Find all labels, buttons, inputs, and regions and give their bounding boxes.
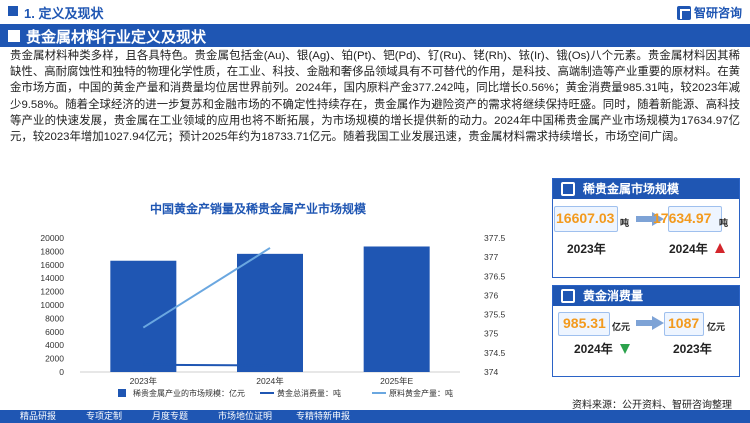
- market-year-2024: 2024年: [669, 242, 708, 256]
- page-title: 贵金属材料行业定义及现状: [26, 29, 207, 46]
- title-bar: 贵金属材料行业定义及现状: [0, 24, 750, 47]
- market-year-2023: 2023年: [567, 242, 606, 256]
- y-left-tick-label: 0: [59, 367, 64, 377]
- legend-label: 原料黄金产量：吨: [389, 388, 453, 398]
- y-left-tick-label: 14000: [40, 273, 64, 283]
- x-tick-label: 2024年: [256, 376, 284, 386]
- bar: [110, 260, 177, 372]
- chart: 0 2000 4000 6000 8000 10000 12000 14000 16000 180…: [40, 233, 506, 398]
- footer-item[interactable]: 专精特新申报: [296, 411, 351, 421]
- market-unit-2024: 吨: [719, 218, 729, 228]
- footer-item[interactable]: 专项定制: [86, 411, 123, 421]
- y-left-tick-labels: 0 2000 4000 6000 8000 10000 12000 14000 16000 180…: [40, 233, 64, 377]
- y-left-tick-label: 10000: [40, 300, 64, 310]
- y-right-tick-label: 374.5: [484, 348, 506, 358]
- consumption-year-2023: 2023年: [673, 342, 712, 356]
- y-right-tick-label: 377.5: [484, 233, 506, 243]
- consumption-unit-2023: 亿元: [707, 322, 726, 332]
- arrow-right-icon: [636, 212, 664, 226]
- chart-title: 中国黄金产销量及稀贵金属产业市场规模: [150, 202, 367, 216]
- market-value-2023: 16607.03: [556, 210, 615, 226]
- market-size-panel-title: 稀贵金属市场规模: [583, 182, 680, 196]
- consumption-year-2024: 2024年: [574, 342, 613, 356]
- footer-item[interactable]: 市场地位证明: [218, 411, 273, 421]
- market-size-panel-header: 稀贵金属市场规模: [553, 179, 739, 199]
- legend-swatch: [118, 389, 126, 397]
- gold-consumption-panel-header: 黄金消费量: [553, 286, 739, 306]
- y-right-tick-label: 375: [484, 329, 498, 339]
- arrow-right-icon: [636, 316, 664, 330]
- legend-label: 稀贵金属产业的市场规模：亿元: [133, 388, 245, 398]
- x-tick-label: 2023年: [130, 376, 158, 386]
- y-left-tick-label: 18000: [40, 246, 64, 256]
- source-note: 资料来源：公开资料、智研咨询整理: [572, 400, 732, 411]
- consumption-unit-2024: 亿元: [612, 322, 631, 332]
- y-right-tick-label: 374: [484, 367, 498, 377]
- y-left-tick-label: 8000: [45, 313, 64, 323]
- y-left-tick-label: 20000: [40, 233, 64, 243]
- description-paragraph: 贵金属材料种类多样，且各具特色。贵金属包括金(Au)、银(Ag)、铂(Pt)、钯…: [10, 50, 740, 144]
- footer-bar: 精品研报 专项定制 月度专题 市场地位证明 专精特新申报: [0, 410, 750, 423]
- y-left-tick-label: 4000: [45, 340, 64, 350]
- y-right-tick-label: 375.5: [484, 310, 506, 320]
- gold-consumption-panel-title: 黄金消费量: [583, 289, 644, 303]
- brand-logo[interactable]: 智研咨询: [676, 4, 742, 21]
- y-right-tick-label: 376: [484, 290, 498, 300]
- market-value-1-box: [554, 206, 618, 232]
- consumption-value-1-box: [558, 312, 610, 336]
- market-value-2024: 17634.97: [653, 210, 712, 226]
- footer-item[interactable]: 月度专题: [152, 411, 189, 421]
- consumption-value-2024: 985.31: [563, 315, 606, 331]
- legend-label: 黄金总消费量：吨: [277, 388, 341, 398]
- bar: [237, 253, 303, 372]
- title-marker-icon: [8, 30, 20, 42]
- chart-icon: [561, 289, 575, 303]
- chart-legend: 稀贵金属产业的市场规模：亿元 黄金总消费量：吨 原料黄金产量：吨: [118, 388, 453, 398]
- line-series: [142, 247, 271, 367]
- chart-icon: [561, 182, 575, 196]
- x-tick-labels: 2023年 2024年 2025年E: [130, 376, 414, 386]
- section-marker-icon: [8, 6, 18, 16]
- x-tick-label: 2025年E: [380, 376, 413, 386]
- bar-series: [110, 246, 430, 372]
- y-left-tick-label: 2000: [45, 354, 64, 364]
- y-left-tick-label: 16000: [40, 260, 64, 270]
- consumption-value-2-box: [664, 312, 704, 336]
- y-left-tick-label: 12000: [40, 287, 64, 297]
- section-label: 1. 定义及现状: [24, 6, 104, 21]
- series-line: [142, 247, 271, 329]
- brand-logo-icon: [676, 5, 691, 20]
- brand-name: 智研咨询: [693, 6, 742, 20]
- y-left-tick-label: 6000: [45, 327, 64, 337]
- market-unit-2023: 吨: [620, 218, 630, 228]
- y-right-tick-label: 376.5: [484, 271, 506, 281]
- arrow-up-icon: [715, 243, 725, 253]
- series-line: [143, 363, 271, 367]
- y-right-tick-label: 377: [484, 252, 498, 262]
- bar: [363, 246, 430, 372]
- market-value-2-box: [668, 206, 722, 232]
- top-bar: 1. 定义及现状 智研咨询: [0, 0, 750, 24]
- consumption-value-2023: 1087: [668, 315, 700, 331]
- arrow-down-icon: [620, 344, 630, 354]
- y-right-tick-labels: 374 374.5 375 375.5 376 376.5 377 377.5: [484, 233, 506, 377]
- footer-item[interactable]: 精品研报: [20, 411, 57, 421]
